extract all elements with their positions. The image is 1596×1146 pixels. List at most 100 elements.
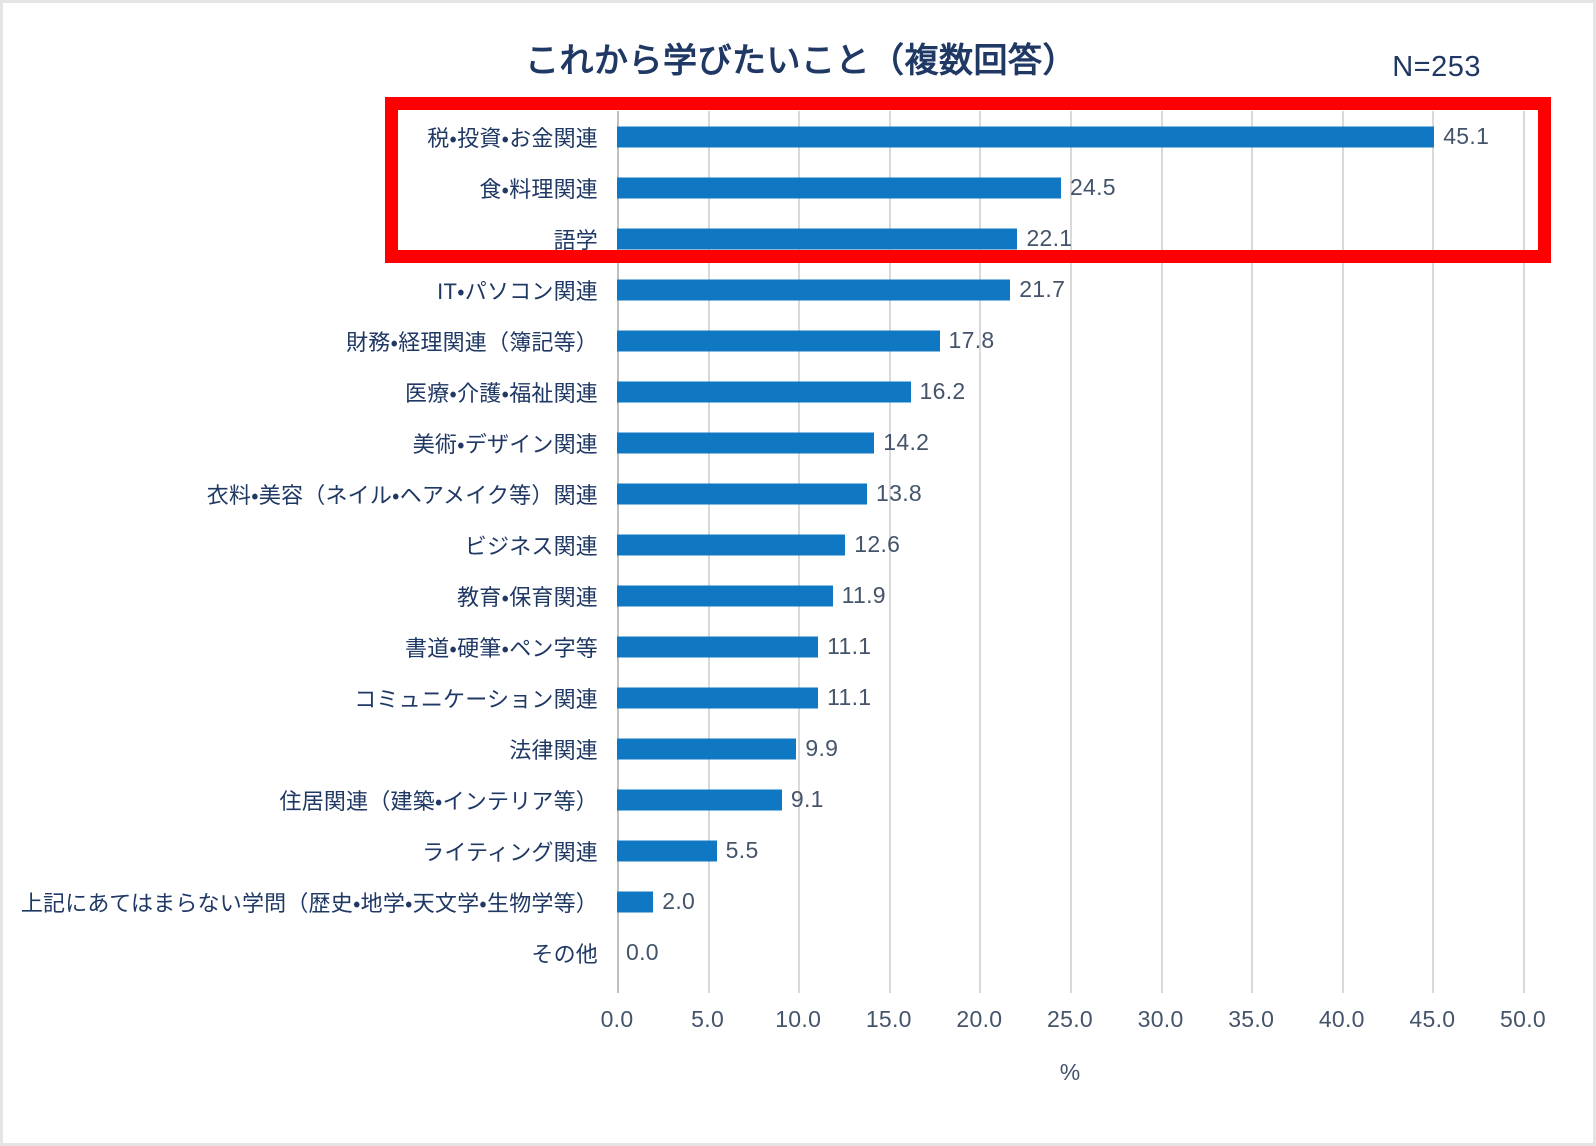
bar-track: 2.0 xyxy=(617,888,1523,914)
gridline-35.0 xyxy=(1251,111,1254,993)
bar-track: 22.1 xyxy=(617,225,1523,251)
bar-track: 9.9 xyxy=(617,735,1523,761)
bar[interactable] xyxy=(617,228,1018,249)
bar[interactable] xyxy=(617,177,1061,198)
bar-row: ライティング関連 5.5 xyxy=(3,825,1593,876)
bar-value-label: 16.2 xyxy=(919,378,966,404)
bar[interactable] xyxy=(617,840,717,861)
bar-row: 語学 22.1 xyxy=(3,213,1593,264)
gridline-25.0 xyxy=(1070,111,1072,993)
bar[interactable] xyxy=(617,432,875,453)
category-label: 美術・デザイン関連 xyxy=(412,431,598,457)
bar-track: 11.1 xyxy=(617,633,1523,659)
bar-row: 食・料理関連 24.5 xyxy=(3,162,1593,213)
bar-track: 17.8 xyxy=(617,327,1523,353)
category-label: 住居関連（建築・インテリア等） xyxy=(279,788,598,814)
x-tick-label: 15.0 xyxy=(865,1006,912,1032)
bar-row: 美術・デザイン関連 14.2 xyxy=(3,417,1593,468)
bar-row: コミュニケーション関連 11.1 xyxy=(3,672,1593,723)
x-tick-label: 40.0 xyxy=(1318,1006,1365,1032)
category-label: ビジネス関連 xyxy=(464,533,598,559)
gridline-20.0 xyxy=(979,111,982,993)
bar-value-label: 11.9 xyxy=(841,582,886,608)
bar-track: 5.5 xyxy=(617,837,1523,863)
x-tick-label: 35.0 xyxy=(1228,1006,1275,1032)
x-tick-label: 30.0 xyxy=(1137,1006,1184,1032)
bar[interactable] xyxy=(617,534,846,555)
category-label: コミュニケーション関連 xyxy=(354,686,598,712)
bar-value-label: 11.1 xyxy=(827,684,872,710)
category-label: 医療・介護・福祉関連 xyxy=(405,380,598,406)
bar[interactable] xyxy=(617,891,654,912)
x-tick-label: 10.0 xyxy=(775,1006,822,1032)
bar-row: ビジネス関連 12.6 xyxy=(3,519,1593,570)
category-label: ライティング関連 xyxy=(422,839,598,865)
bar[interactable] xyxy=(617,738,797,759)
bar-track: 21.7 xyxy=(617,276,1523,302)
category-label: IT・パソコン関連 xyxy=(437,278,598,304)
bar-value-label: 5.5 xyxy=(725,837,759,863)
bar[interactable] xyxy=(617,789,782,810)
bar-row: 法律関連 9.9 xyxy=(3,723,1593,774)
bar-row: 書道・硬筆・ペン字等 11.1 xyxy=(3,621,1593,672)
bar[interactable] xyxy=(617,126,1435,147)
bar-value-label: 45.1 xyxy=(1443,123,1490,149)
bar-value-label: 21.7 xyxy=(1019,276,1066,302)
bar-track: 11.9 xyxy=(617,582,1523,608)
bar-row: 住居関連（建築・インテリア等） 9.1 xyxy=(3,774,1593,825)
gridline-40.0 xyxy=(1341,111,1344,993)
gridline-50.0 xyxy=(1523,111,1525,993)
x-axis-label: % xyxy=(1059,1059,1081,1085)
bar-row: 教育・保育関連 11.9 xyxy=(3,570,1593,621)
category-label: 書道・硬筆・ペン字等 xyxy=(405,635,598,661)
page-title: これから学びたいこと（複数回答） xyxy=(525,42,1077,80)
category-label: 法律関連 xyxy=(509,737,598,763)
category-label: 教育・保育関連 xyxy=(457,584,598,610)
bar[interactable] xyxy=(617,636,819,657)
bar-value-label: 9.9 xyxy=(805,735,839,761)
bar[interactable] xyxy=(617,483,868,504)
x-tick-label: 20.0 xyxy=(956,1006,1003,1032)
bar-value-label: 22.1 xyxy=(1026,225,1073,251)
x-tick-label: 45.0 xyxy=(1409,1006,1456,1032)
bar[interactable] xyxy=(617,279,1011,300)
bar-value-label: 14.2 xyxy=(883,429,930,455)
gridline-15.0 xyxy=(888,111,891,993)
bar-track: 0.0 xyxy=(617,939,1523,965)
bar-value-label: 0.0 xyxy=(626,939,659,965)
bar-track: 24.5 xyxy=(617,174,1523,200)
bar-track: 13.8 xyxy=(617,480,1523,506)
x-axis-ticks: 0.0 5.0 10.0 15.0 20.0 25.0 30.0 35.0 40.0 45.0 50… xyxy=(601,998,1546,1038)
bar[interactable] xyxy=(617,330,940,351)
x-tick-label: 0.0 xyxy=(600,1006,634,1032)
x-tick-label: 5.0 xyxy=(691,1006,725,1032)
bar-value-label: 17.8 xyxy=(948,327,995,353)
category-label: 財務・経理関連（簿記等） xyxy=(346,329,598,355)
sample-size-annotation: N=253 xyxy=(1392,51,1481,83)
category-label: 衣料・美容（ネイル・ヘアメイク等）関連 xyxy=(206,482,598,508)
bar[interactable] xyxy=(617,381,911,402)
bar-row: IT・パソコン関連 21.7 xyxy=(3,264,1593,315)
bar[interactable] xyxy=(617,687,819,708)
bar-value-label: 9.1 xyxy=(790,786,824,812)
bar-value-label: 12.6 xyxy=(854,531,901,557)
bar-row: 財務・経理関連（簿記等） 17.8 xyxy=(3,315,1593,366)
category-label: 語学 xyxy=(553,227,598,253)
bar-row: 医療・介護・福祉関連 16.2 xyxy=(3,366,1593,417)
bar-value-label: 2.0 xyxy=(662,888,696,914)
bar-track: 45.1 xyxy=(617,123,1523,149)
bar-track: 12.6 xyxy=(617,531,1523,557)
bar-track: 9.1 xyxy=(617,786,1523,812)
bar-row: その他 0.0 xyxy=(3,927,1593,978)
category-label: 食・料理関連 xyxy=(479,176,598,202)
bar-track: 14.2 xyxy=(617,429,1523,455)
bar-value-label: 11.1 xyxy=(827,633,872,659)
category-label: 税・投資・お金関連 xyxy=(427,125,598,151)
bar[interactable] xyxy=(617,585,833,606)
bar-value-label: 13.8 xyxy=(876,480,923,506)
bar-row: 税・投資・お金関連 45.1 xyxy=(3,111,1593,162)
bar-row: 衣料・美容（ネイル・ヘアメイク等）関連 13.8 xyxy=(3,468,1593,519)
category-label: その他 xyxy=(531,941,598,967)
gridline-30.0 xyxy=(1160,111,1163,993)
